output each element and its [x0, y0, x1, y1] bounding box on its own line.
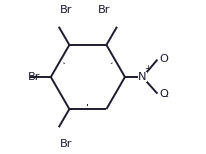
Text: Br: Br: [28, 72, 40, 82]
Text: Br: Br: [60, 5, 72, 15]
Text: −: −: [161, 92, 168, 101]
Text: Br: Br: [98, 5, 111, 15]
Text: O: O: [159, 89, 168, 99]
Text: O: O: [159, 54, 168, 64]
Text: Br: Br: [60, 139, 72, 149]
Text: +: +: [144, 64, 151, 73]
Text: N: N: [138, 72, 146, 82]
